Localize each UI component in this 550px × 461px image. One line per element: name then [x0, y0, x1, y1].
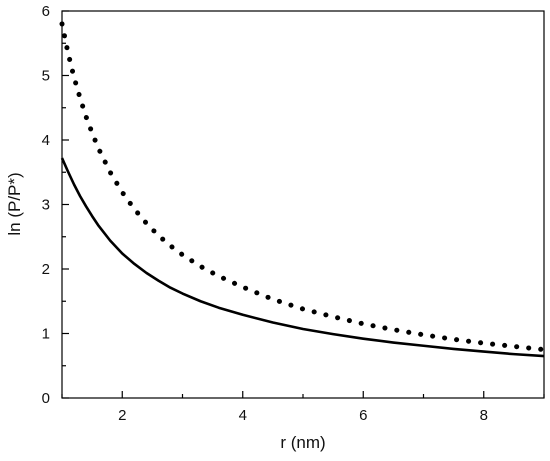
y-tick-label: 1 — [42, 326, 50, 343]
y-axis-label: ln (P/P*) — [5, 172, 24, 235]
plot-frame — [61, 10, 545, 399]
y-tick-label: 5 — [42, 68, 50, 85]
series-layer — [59, 21, 547, 358]
y-tick-label: 3 — [42, 197, 50, 214]
x-tick-label: 6 — [359, 407, 367, 424]
x-tick-label: 2 — [118, 407, 126, 424]
x-axis-label: r (nm) — [280, 433, 325, 452]
solid-series-line — [60, 157, 545, 358]
axis-ticks: 2 4 6 8 0 1 2 3 4 5 6 — [42, 3, 545, 424]
y-tick-label: 6 — [42, 3, 50, 20]
dotted-series-line — [59, 21, 547, 353]
x-tick-label: 4 — [239, 407, 247, 424]
y-tick-label: 4 — [42, 132, 50, 149]
x-tick-label: 8 — [480, 407, 488, 424]
y-tick-label: 0 — [42, 390, 50, 407]
y-tick-label: 2 — [42, 261, 50, 278]
